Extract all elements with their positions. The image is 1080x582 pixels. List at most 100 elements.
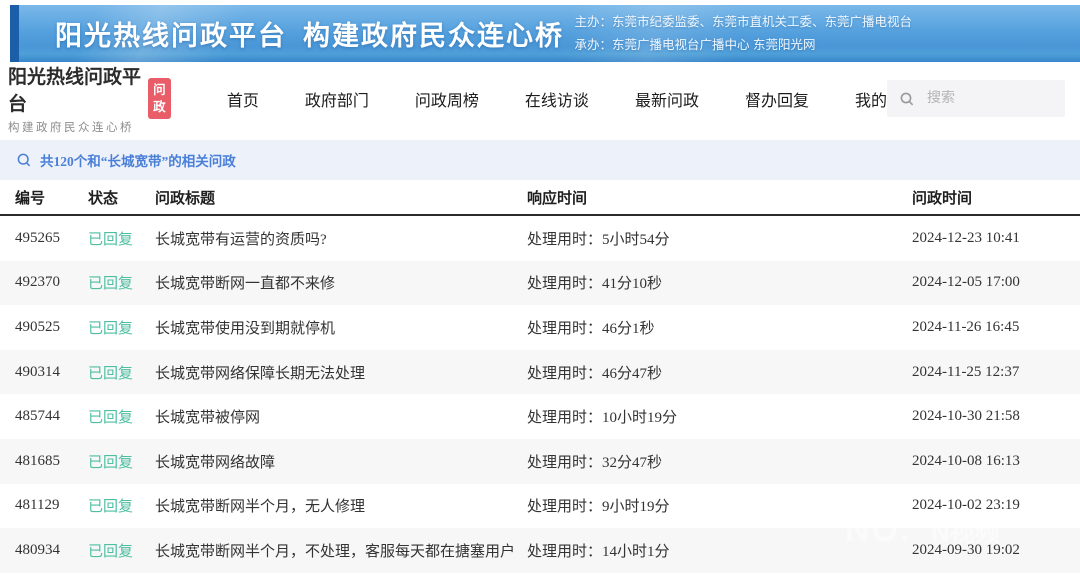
row-id: 492370 bbox=[15, 274, 60, 291]
row-inquiry-time: 2024-12-05 17:00 bbox=[912, 274, 1020, 291]
response-prefix: 处理用时： bbox=[527, 231, 603, 248]
row-title-link[interactable]: 长城宽带网络故障 bbox=[155, 454, 276, 471]
row-response-time: 处理用时：32分47秒 bbox=[527, 451, 912, 472]
row-id: 481685 bbox=[15, 452, 60, 469]
banner-credits: 主办：东莞市纪委监委、东莞市直机关工委、东莞广播电视台 承办：东莞广播电视台广播… bbox=[574, 11, 912, 56]
col-header-inquiry-time: 问政时间 bbox=[912, 190, 973, 207]
wenzheng-badge: 问政 bbox=[148, 78, 171, 119]
nav-item[interactable]: 首页 bbox=[226, 92, 259, 110]
row-status-badge: 已回复 bbox=[88, 365, 134, 382]
banner-left-edge-stripe bbox=[10, 5, 19, 62]
response-duration: 46分47秒 bbox=[602, 365, 663, 382]
search-input[interactable] bbox=[924, 89, 1053, 108]
table-row[interactable]: 490525 已回复 长城宽带使用没到期就停机 处理用时：46分1秒 2024-… bbox=[0, 305, 1080, 350]
response-prefix: 处理用时： bbox=[527, 499, 603, 516]
navbar: 阳光热线问政平台 构建政府民众连心桥 问政 首页 政府部门 问政周榜 在线访谈 最新问政… bbox=[0, 62, 1080, 135]
table-header: 编号 状态 问政标题 响应时间 问政时间 bbox=[0, 180, 1080, 216]
row-inquiry-time: 2024-11-25 12:37 bbox=[912, 363, 1020, 380]
row-title-link[interactable]: 长城宽带网络保障长期无法处理 bbox=[155, 365, 366, 382]
search-result-bar: 共120个和“长城宽带”的相关问政 bbox=[0, 140, 1080, 180]
site-logo[interactable]: 阳光热线问政平台 构建政府民众连心桥 问政 bbox=[8, 62, 171, 135]
row-id: 495265 bbox=[15, 229, 60, 246]
response-prefix: 处理用时： bbox=[527, 454, 603, 471]
response-prefix: 处理用时： bbox=[527, 276, 603, 293]
response-duration: 10小时19分 bbox=[602, 410, 678, 427]
response-duration: 5小时54分 bbox=[602, 231, 670, 248]
banner-organizer: 主办：东莞市纪委监委、东莞市直机关工委、东莞广播电视台 bbox=[574, 15, 912, 29]
table-row[interactable]: 480934 已回复 长城宽带断网半个月，不处理，客服每天都在搪塞用户 处理用时… bbox=[0, 528, 1080, 573]
nav-item[interactable]: 政府部门 bbox=[304, 92, 369, 110]
row-inquiry-time: 2024-09-30 19:02 bbox=[912, 541, 1020, 558]
search-icon bbox=[899, 91, 915, 107]
result-search-icon bbox=[16, 152, 32, 168]
table-row[interactable]: 481129 已回复 长城宽带断网半个月，无人修理 处理用时：9小时19分 20… bbox=[0, 484, 1080, 529]
nav-item[interactable]: 我的 bbox=[854, 92, 887, 110]
response-duration: 41分10秒 bbox=[602, 276, 663, 293]
site-banner: 阳光热线问政平台 构建政府民众连心桥 主办：东莞市纪委监委、东莞市直机关工委、东莞… bbox=[10, 5, 1080, 62]
row-response-time: 处理用时：10小时19分 bbox=[527, 406, 912, 427]
col-header-id: 编号 bbox=[15, 190, 46, 207]
row-status-badge: 已回复 bbox=[88, 276, 134, 293]
row-response-time: 处理用时：46分1秒 bbox=[527, 317, 912, 338]
response-duration: 46分1秒 bbox=[602, 320, 655, 337]
banner-title-sub: 构建政府民众连心桥 bbox=[303, 21, 564, 51]
row-inquiry-time: 2024-10-08 16:13 bbox=[912, 452, 1020, 469]
table-row[interactable]: 481685 已回复 长城宽带网络故障 处理用时：32分47秒 2024-10-… bbox=[0, 438, 1080, 484]
search-box[interactable] bbox=[886, 80, 1065, 117]
row-status-badge: 已回复 bbox=[88, 454, 134, 471]
col-header-response-time: 响应时间 bbox=[527, 190, 588, 207]
row-inquiry-time: 2024-11-26 16:45 bbox=[912, 318, 1020, 335]
col-header-status: 状态 bbox=[88, 190, 119, 207]
row-title-link[interactable]: 长城宽带断网一直都不来修 bbox=[155, 276, 336, 293]
row-id: 485744 bbox=[15, 408, 60, 425]
row-status-badge: 已回复 bbox=[88, 410, 134, 427]
nav-item[interactable]: 督办回复 bbox=[744, 92, 809, 110]
row-id: 481129 bbox=[15, 497, 60, 514]
banner-title-main: 阳光热线问政平台 bbox=[55, 21, 287, 51]
table-body: 495265 已回复 长城宽带有运营的资质吗? 处理用时：5小时54分 2024… bbox=[0, 216, 1080, 573]
response-prefix: 处理用时： bbox=[527, 410, 603, 427]
row-title-link[interactable]: 长城宽带被停网 bbox=[155, 410, 261, 427]
result-count-text: 共120个和“长城宽带”的相关问政 bbox=[40, 154, 236, 169]
nav-item[interactable]: 在线访谈 bbox=[524, 92, 589, 110]
response-prefix: 处理用时： bbox=[527, 543, 603, 560]
row-id: 480934 bbox=[15, 541, 60, 558]
banner-title: 阳光热线问政平台 构建政府民众连心桥 bbox=[55, 14, 564, 53]
row-id: 490314 bbox=[15, 363, 60, 380]
table-row[interactable]: 495265 已回复 长城宽带有运营的资质吗? 处理用时：5小时54分 2024… bbox=[0, 216, 1080, 261]
nav-item[interactable]: 最新问政 bbox=[634, 92, 699, 110]
row-title-link[interactable]: 长城宽带有运营的资质吗? bbox=[155, 231, 327, 248]
row-inquiry-time: 2024-10-02 23:19 bbox=[912, 497, 1020, 514]
row-response-time: 处理用时：14小时1分 bbox=[527, 540, 912, 561]
row-status-badge: 已回复 bbox=[88, 231, 134, 248]
row-response-time: 处理用时：9小时19分 bbox=[527, 495, 912, 516]
nav-items: 首页 政府部门 问政周榜 在线访谈 最新问政 督办回复 我的 bbox=[227, 87, 887, 111]
row-inquiry-time: 2024-12-23 10:41 bbox=[912, 229, 1020, 246]
response-duration: 32分47秒 bbox=[602, 454, 663, 471]
logo-title: 阳光热线问政平台 bbox=[8, 67, 142, 115]
response-duration: 14小时1分 bbox=[602, 543, 670, 560]
response-prefix: 处理用时： bbox=[527, 320, 603, 337]
row-response-time: 处理用时：46分47秒 bbox=[527, 362, 912, 383]
row-response-time: 处理用时：41分10秒 bbox=[527, 272, 912, 293]
row-status-badge: 已回复 bbox=[88, 320, 134, 337]
logo-text: 阳光热线问政平台 构建政府民众连心桥 bbox=[8, 62, 141, 135]
row-title-link[interactable]: 长城宽带断网半个月，不处理，客服每天都在搪塞用户 bbox=[155, 543, 516, 560]
banner-undertaker: 承办：东莞广播电视台广播中心 东莞阳光网 bbox=[574, 37, 816, 52]
row-inquiry-time: 2024-10-30 21:58 bbox=[912, 408, 1020, 425]
results-table: 编号 状态 问政标题 响应时间 问政时间 495265 已回复 长城宽带有运营的… bbox=[0, 180, 1080, 573]
response-duration: 9小时19分 bbox=[602, 499, 670, 516]
row-status-badge: 已回复 bbox=[88, 543, 134, 560]
table-row[interactable]: 485744 已回复 长城宽带被停网 处理用时：10小时19分 2024-10-… bbox=[0, 394, 1080, 439]
nav-item[interactable]: 问政周榜 bbox=[414, 92, 479, 110]
row-id: 490525 bbox=[15, 318, 60, 335]
table-row[interactable]: 492370 已回复 长城宽带断网一直都不来修 处理用时：41分10秒 2024… bbox=[0, 260, 1080, 306]
row-response-time: 处理用时：5小时54分 bbox=[527, 228, 912, 249]
row-title-link[interactable]: 长城宽带使用没到期就停机 bbox=[155, 320, 336, 337]
row-title-link[interactable]: 长城宽带断网半个月，无人修理 bbox=[155, 499, 366, 516]
row-status-badge: 已回复 bbox=[88, 499, 134, 516]
response-prefix: 处理用时： bbox=[527, 365, 603, 382]
logo-subtitle: 构建政府民众连心桥 bbox=[8, 122, 134, 134]
col-header-title: 问政标题 bbox=[155, 190, 216, 207]
table-row[interactable]: 490314 已回复 长城宽带网络保障长期无法处理 处理用时：46分47秒 20… bbox=[0, 349, 1080, 395]
